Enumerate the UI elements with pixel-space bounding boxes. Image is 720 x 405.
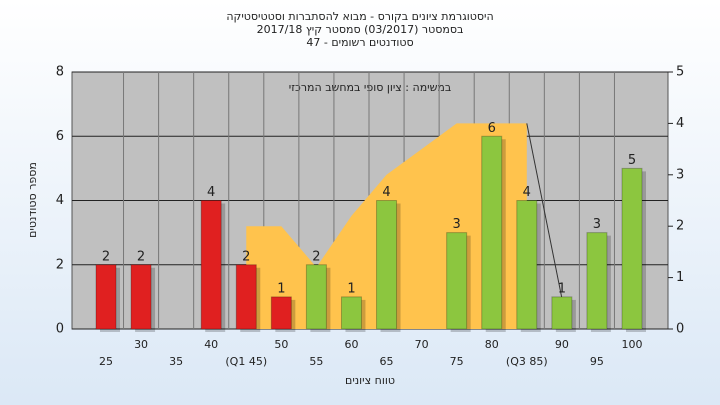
value-label: 2: [102, 249, 110, 264]
y-tick-label: 2: [56, 257, 64, 272]
value-label: 2: [242, 249, 250, 264]
line: [526, 123, 563, 299]
value-label: 4: [382, 185, 390, 200]
x-tick-label: 25: [99, 355, 113, 368]
y-tick-label: 8: [56, 65, 64, 80]
bar: [376, 200, 398, 330]
value-label: 5: [628, 153, 636, 168]
y2-tick-label: 5: [676, 65, 684, 80]
y2-tick-label: 4: [676, 116, 684, 131]
bar: [130, 264, 152, 330]
y-axis-label: מספר סטודנטים: [26, 162, 39, 238]
bar: [235, 264, 257, 330]
y2-tick-label: 2: [676, 219, 684, 234]
x-tick-label: 75: [450, 355, 464, 368]
x-tick-label: 55: [309, 355, 323, 368]
x-tick-label: 65: [380, 355, 394, 368]
x-tick-label: 30: [134, 338, 148, 351]
bar: [586, 232, 608, 330]
x-tick-label: 95: [590, 355, 604, 368]
y2-tick-label: 0: [676, 322, 684, 337]
bar: [516, 200, 538, 330]
x-tick-label: (Q1 45): [225, 355, 267, 368]
y-tick-label: 0: [56, 322, 64, 337]
x-tick-label: 100: [622, 338, 643, 351]
bar: [551, 296, 573, 330]
x-axis-label: טווח ציונים: [345, 374, 395, 387]
y2-tick-label: 1: [676, 270, 684, 285]
x-tick-label: 60: [344, 338, 358, 351]
value-label: 6: [488, 121, 496, 136]
x-tick-label: 35: [169, 355, 183, 368]
value-label: 1: [347, 281, 355, 296]
chart-title: היסטוגרמת ציונים בקורס - מבוא להסתברות ו…: [226, 10, 493, 23]
value-label: 4: [523, 185, 531, 200]
value-label: 2: [312, 249, 320, 264]
annotation: במשימה : ציון סופי במחשב המרכזי: [289, 81, 452, 94]
bar: [621, 167, 643, 330]
value-label: 2: [137, 249, 145, 264]
bar: [200, 200, 222, 330]
x-tick-label: (Q3 85): [506, 355, 548, 368]
chart-subtitle: סטודנטים רשומים - 47: [306, 36, 413, 49]
bar: [270, 296, 292, 330]
x-tick-label: 70: [415, 338, 429, 351]
value-label: 1: [277, 281, 285, 296]
chart-subtitle: בסמסטר (03/2017) סמסטר קיץ 2017/18: [257, 23, 464, 36]
bar: [446, 232, 468, 330]
y-tick-label: 6: [56, 129, 64, 144]
x-tick-label: 90: [555, 338, 569, 351]
bar: [305, 264, 327, 330]
bar: [95, 264, 117, 330]
x-tick-label: 50: [274, 338, 288, 351]
y-tick-label: 4: [56, 193, 64, 208]
value-label: 3: [593, 217, 601, 232]
value-label: 3: [453, 217, 461, 232]
x-tick-label: 40: [204, 338, 218, 351]
bar: [481, 135, 503, 330]
x-tick-label: 80: [485, 338, 499, 351]
value-label: 1: [558, 281, 566, 296]
bar: [340, 296, 362, 330]
y2-tick-label: 3: [676, 167, 684, 182]
value-label: 4: [207, 185, 215, 200]
